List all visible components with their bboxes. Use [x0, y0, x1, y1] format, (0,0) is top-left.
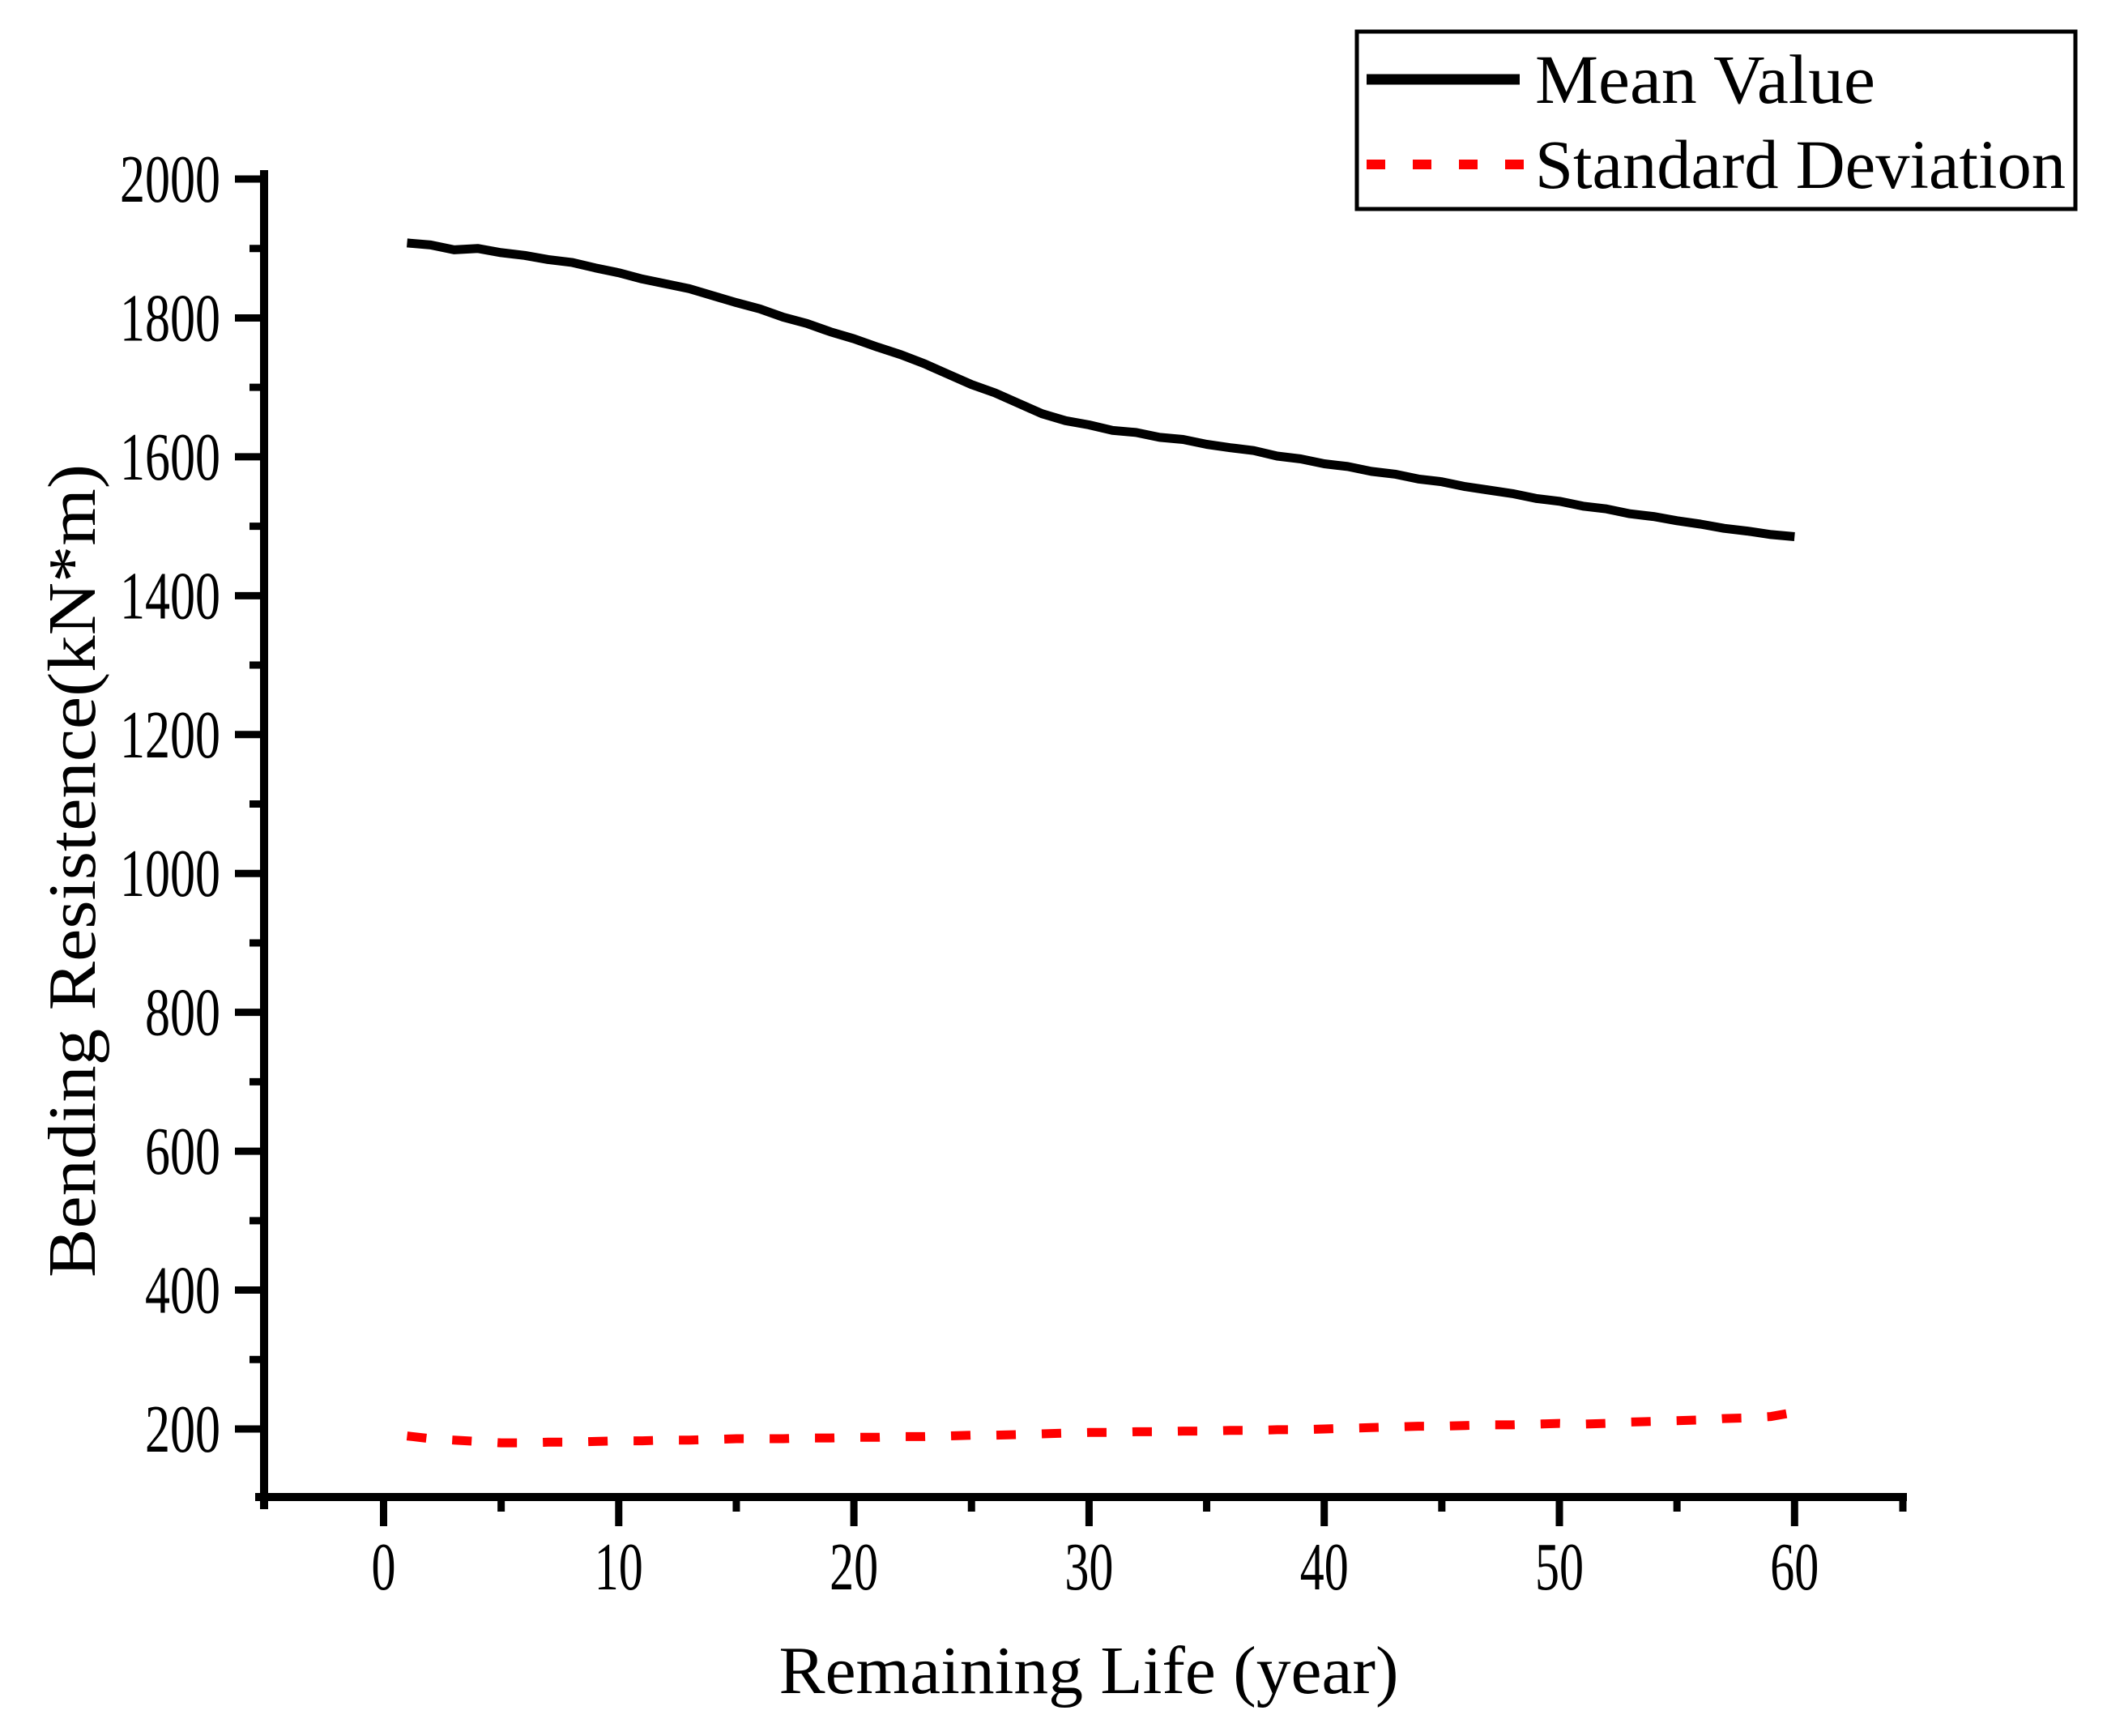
x-tick-label: 20 — [830, 1529, 878, 1605]
y-tick-label: 1000 — [120, 836, 220, 911]
y-tick-label: 400 — [145, 1253, 220, 1329]
x-tick-label: 0 — [372, 1529, 396, 1605]
x-axis-title: Remaining Life (year) — [779, 1633, 1399, 1708]
legend-box — [1354, 29, 2078, 211]
x-tick-label: 30 — [1064, 1529, 1113, 1605]
x-tick-label: 50 — [1535, 1529, 1584, 1605]
y-tick-label: 200 — [145, 1392, 220, 1467]
y-tick-group: 200 400 600 800 1000 1200 1400 1600 1800 2000 — [120, 142, 264, 1467]
y-tick-label: 2000 — [120, 142, 220, 217]
x-tick-label: 10 — [595, 1529, 643, 1605]
y-tick-label: 1600 — [120, 420, 220, 495]
y-tick-label: 1200 — [120, 697, 220, 773]
legend: Mean Value Standard Deviation — [1354, 29, 2078, 211]
legend-label-std: Standard Deviation — [1535, 126, 2066, 203]
y-tick-label: 1800 — [120, 280, 220, 356]
axes — [255, 170, 1907, 1512]
y-tick-label: 600 — [145, 1114, 220, 1189]
x-tick-group: 0 10 20 30 40 50 60 — [372, 1497, 1819, 1605]
legend-label-mean: Mean Value — [1535, 41, 1875, 118]
y-axis-title: Bending Resistence(kN*m) — [35, 464, 110, 1277]
x-tick-label: 60 — [1770, 1529, 1819, 1605]
y-tick-label: 1400 — [120, 558, 220, 633]
x-tick-label: 40 — [1300, 1529, 1349, 1605]
series-curves — [406, 238, 1796, 1448]
y-tick-label: 800 — [145, 975, 220, 1051]
curve-standard-deviation — [406, 1407, 1796, 1448]
curve-mean-value — [407, 238, 1795, 541]
